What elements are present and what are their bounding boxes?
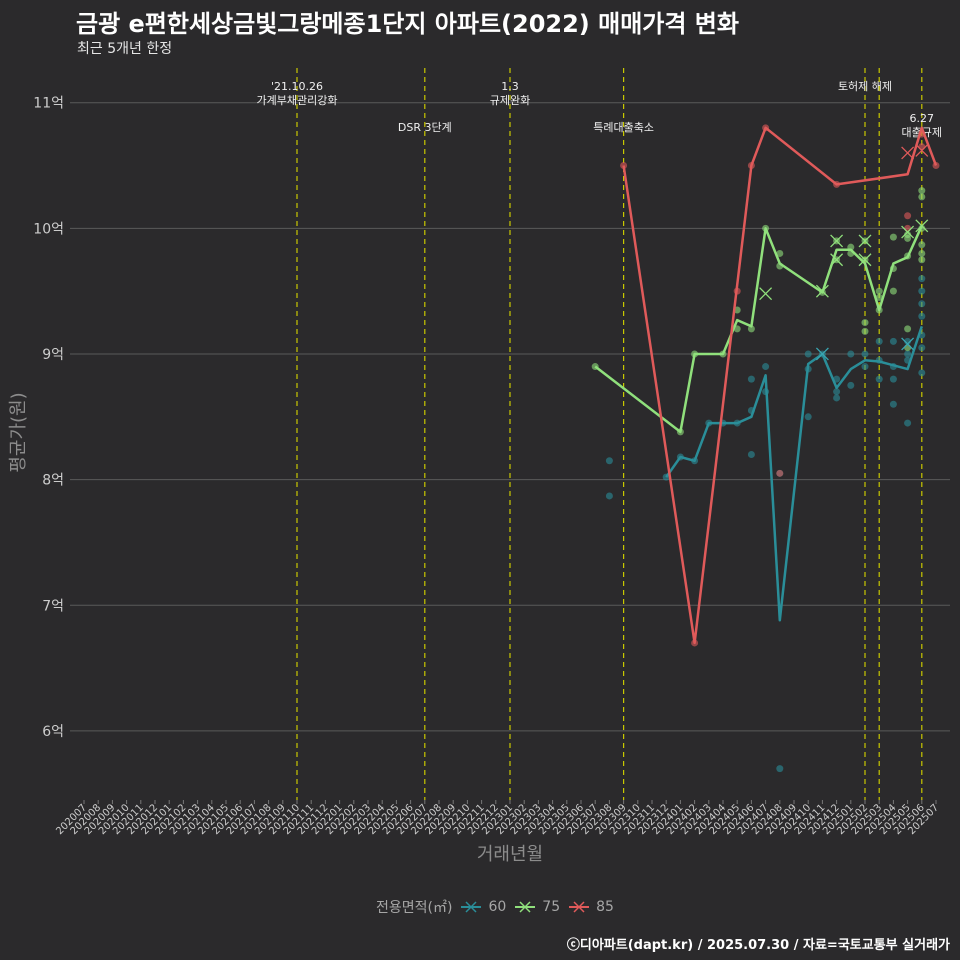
avg-marker-75 xyxy=(830,234,844,248)
legend-key-75-icon xyxy=(515,901,536,913)
legend-item-75: 75 xyxy=(514,896,560,918)
event-label: 특례대출축소 xyxy=(593,121,654,134)
chart-title: 금광 e편한세상금빛그랑메종1단지 아파트(2022) 매매가격 변화 xyxy=(76,10,739,38)
data-point-60 xyxy=(762,363,770,371)
legend-label-75: 75 xyxy=(542,899,561,915)
y-tick-label: 6억 xyxy=(42,724,64,740)
data-point-75 xyxy=(875,287,883,295)
data-point-60 xyxy=(918,369,926,377)
data-point-60 xyxy=(605,492,613,500)
avg-marker-75 xyxy=(815,284,829,298)
data-point-75 xyxy=(776,249,784,257)
data-point-60 xyxy=(847,381,855,389)
data-point-60 xyxy=(747,375,755,383)
data-point-60 xyxy=(918,344,926,352)
y-tick-label: 10억 xyxy=(33,221,64,237)
legend-key-60-icon xyxy=(461,901,482,913)
data-point-60 xyxy=(776,765,784,773)
data-point-75 xyxy=(904,344,912,352)
grid-layer xyxy=(70,102,950,732)
event-label: 1.3 xyxy=(501,80,519,93)
data-point-75 xyxy=(861,327,869,335)
data-point-60 xyxy=(889,400,897,408)
legend-label-85: 85 xyxy=(596,899,614,915)
x-axis-title: 거래년월 xyxy=(477,844,543,865)
event-label: 6.27 xyxy=(910,112,935,125)
legend-label-60: 60 xyxy=(488,899,507,915)
data-point-60 xyxy=(804,350,812,358)
avg-marker-60 xyxy=(815,347,829,361)
y-axis-title: 평균가(원) xyxy=(8,392,29,472)
data-point-75 xyxy=(918,193,926,201)
avg-marker-75 xyxy=(858,253,872,267)
data-point-60 xyxy=(605,457,613,465)
data-point-75 xyxy=(918,249,926,257)
data-point-75 xyxy=(889,287,897,295)
data-point-60 xyxy=(875,375,883,383)
data-point-60 xyxy=(918,312,926,320)
avg-marker-75 xyxy=(759,287,773,301)
legend-title: 전용면적(㎡) xyxy=(376,900,453,916)
data-point-60 xyxy=(847,350,855,358)
event-label: 규제완화 xyxy=(490,94,530,107)
data-point-75 xyxy=(875,293,883,301)
legend-item-60: 60 xyxy=(460,896,506,918)
data-point-75 xyxy=(918,187,926,195)
data-point-75 xyxy=(747,325,755,333)
data-point-60 xyxy=(918,300,926,308)
data-point-60 xyxy=(889,375,897,383)
source-caption: ⓒ디아파트(dapt.kr) / 2025.07.30 / 자료=국토교통부 실… xyxy=(566,938,950,953)
data-point-60 xyxy=(875,337,883,345)
data-point-75 xyxy=(861,319,869,327)
series-layer xyxy=(591,124,940,773)
legend: 전용면적(㎡) 60 75 85 xyxy=(376,896,614,918)
chart-subtitle: 최근 5개년 한정 xyxy=(77,41,173,57)
data-point-60 xyxy=(904,337,912,345)
event-label: '21.10.26 xyxy=(271,80,323,93)
data-point-60 xyxy=(904,419,912,427)
avg-marker-85 xyxy=(901,146,915,160)
event-label: DSR 3단계 xyxy=(398,121,452,134)
avg-marker-75 xyxy=(830,253,844,267)
legend-key-85-icon xyxy=(569,901,590,913)
data-point-60 xyxy=(833,388,841,396)
data-point-60 xyxy=(861,350,869,358)
avg-marker-75 xyxy=(915,219,929,233)
avg-marker-75 xyxy=(901,225,915,239)
data-point-75 xyxy=(918,241,926,249)
event-label: 가계부채관리강화 xyxy=(257,94,338,107)
y-tick-label: 8억 xyxy=(42,473,64,489)
data-point-60 xyxy=(904,350,912,358)
data-point-75 xyxy=(904,231,912,239)
axis-layer: 6억7억8억9억10억11억20200720200820200920201020… xyxy=(8,96,941,865)
data-point-85 xyxy=(904,212,912,220)
data-point-60 xyxy=(918,287,926,295)
data-point-75 xyxy=(904,325,912,333)
data-point-85 xyxy=(918,143,926,151)
avg-marker-85 xyxy=(915,143,929,157)
event-label: 토허제 해제 xyxy=(838,79,892,93)
y-tick-label: 11억 xyxy=(33,96,64,112)
data-point-75 xyxy=(918,256,926,264)
data-point-85 xyxy=(904,224,912,232)
series-line-75 xyxy=(594,225,923,434)
data-point-60 xyxy=(747,450,755,458)
data-point-75 xyxy=(889,233,897,241)
legend-item-85: 85 xyxy=(568,896,614,918)
data-point-60 xyxy=(861,363,869,371)
series-line-60 xyxy=(665,325,923,622)
y-tick-label: 9억 xyxy=(42,347,64,363)
avg-marker-60 xyxy=(901,337,915,351)
data-point-60 xyxy=(833,394,841,402)
data-point-60 xyxy=(918,275,926,283)
series-line-85 xyxy=(622,126,938,645)
avg-marker-75 xyxy=(858,234,872,248)
data-point-60 xyxy=(804,413,812,421)
data-point-60 xyxy=(889,337,897,345)
data-point-85 xyxy=(776,469,784,477)
y-tick-label: 7억 xyxy=(42,598,64,614)
